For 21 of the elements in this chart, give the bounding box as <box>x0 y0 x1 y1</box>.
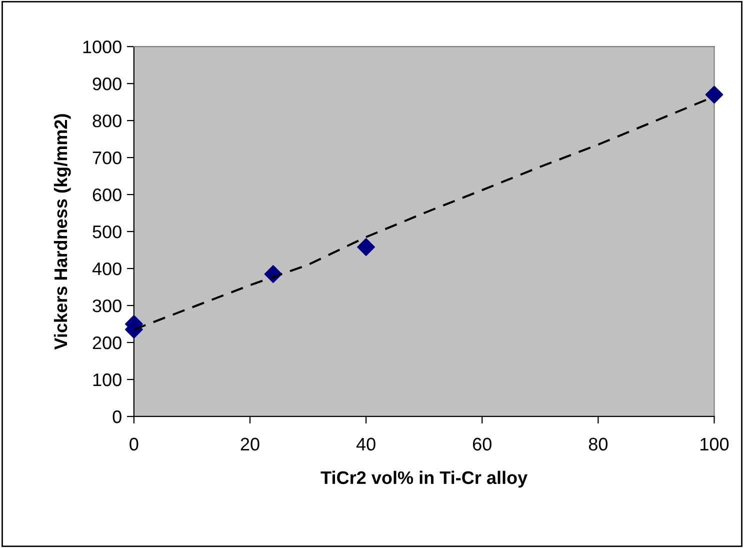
y-tick-label: 200 <box>92 336 122 350</box>
x-tick-label: 60 <box>472 438 492 451</box>
y-tick-label: 500 <box>92 225 122 238</box>
point <box>357 238 375 256</box>
x-tick-label: 80 <box>588 438 608 451</box>
y-axis-title: Vickers Hardness (kg/mm2) <box>54 114 71 350</box>
y-tick-label: 800 <box>92 114 122 128</box>
y-tick-label: 600 <box>92 188 122 202</box>
y-tick-label: 0 <box>112 410 122 424</box>
x-tick-label: 100 <box>700 438 729 451</box>
y-tick-label: 1000 <box>83 40 122 54</box>
y-tick-label: 900 <box>92 78 122 90</box>
x-tick-label: 20 <box>240 438 260 451</box>
y-tick-label: 700 <box>92 151 122 164</box>
x-axis-title: TiCr2 vol% in Ti-Cr alloy <box>320 470 528 488</box>
point <box>705 86 724 104</box>
y-tick-label: 100 <box>93 373 122 386</box>
y-tick-label: 400 <box>92 262 122 276</box>
x-tick-label: 40 <box>356 438 376 451</box>
x-tick-label: 0 <box>130 438 138 451</box>
y-tick-label: 300 <box>92 299 122 312</box>
